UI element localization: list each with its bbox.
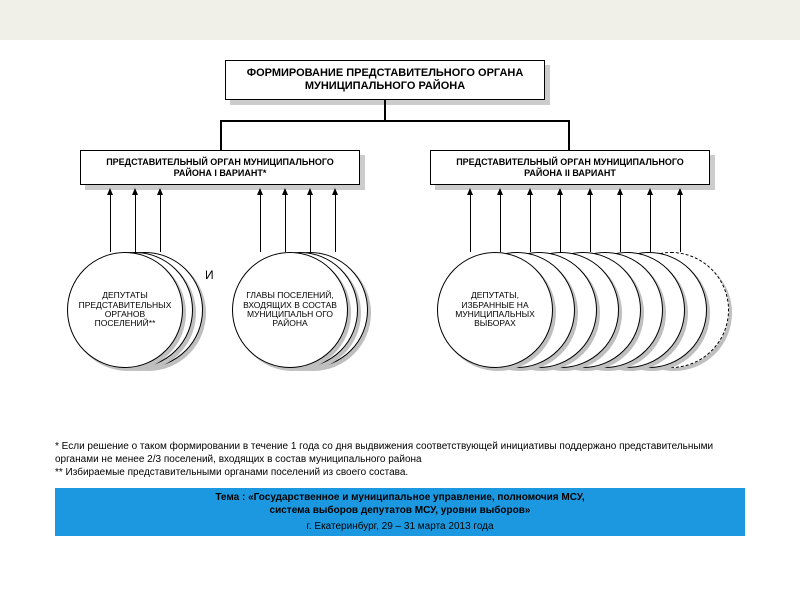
arrow-head: [157, 188, 163, 195]
arrow-head: [282, 188, 288, 195]
v2-label: ПРЕДСТАВИТЕЛЬНЫЙ ОРГАН МУНИЦИПАЛЬНОГО РА…: [437, 157, 703, 179]
arrow-head: [677, 188, 683, 195]
footer-bar: Тема : «Государственное и муниципальное …: [55, 488, 745, 536]
arrow-line: [650, 195, 651, 252]
arrow-head: [467, 188, 473, 195]
circle: ДЕПУТАТЫ ПРЕДСТАВИТЕЛЬНЫХ ОРГАНОВ ПОСЕЛЕ…: [67, 252, 183, 368]
circle-label: ДЕПУТАТЫ, ИЗБРАННЫЕ НА МУНИЦИПАЛЬНЫХ ВЫБ…: [444, 291, 546, 328]
arrow-head: [647, 188, 653, 195]
arrow-head: [257, 188, 263, 195]
arrow-head: [107, 188, 113, 195]
arrow-head: [332, 188, 338, 195]
line-to-v1: [220, 120, 222, 150]
root-label: ФОРМИРОВАНИЕ ПРЕДСТАВИТЕЛЬНОГО ОРГАНА МУ…: [232, 67, 538, 93]
arrow-head: [307, 188, 313, 195]
arrow-head: [557, 188, 563, 195]
arrow-line: [160, 195, 161, 252]
arrow-head: [587, 188, 593, 195]
and-text: И: [205, 268, 214, 282]
arrow-line: [135, 195, 136, 252]
line-root-down: [384, 100, 386, 120]
footnote-2: ** Избираемые представительными органами…: [55, 466, 755, 479]
arrow-line: [335, 195, 336, 252]
and-label: И: [205, 268, 214, 282]
circle: ГЛАВЫ ПОСЕЛЕНИЙ, ВХОДЯЩИХ В СОСТАВ МУНИЦ…: [232, 252, 348, 368]
arrow-line: [590, 195, 591, 252]
arrow-line: [470, 195, 471, 252]
v2-box: ПРЕДСТАВИТЕЛЬНЫЙ ОРГАН МУНИЦИПАЛЬНОГО РА…: [430, 150, 710, 185]
footnote-1: * Если решение о таком формировании в те…: [55, 440, 755, 466]
line-horizontal: [220, 120, 570, 122]
top-band: [0, 0, 800, 40]
circle: ДЕПУТАТЫ, ИЗБРАННЫЕ НА МУНИЦИПАЛЬНЫХ ВЫБ…: [437, 252, 553, 368]
arrow-line: [310, 195, 311, 252]
arrow-line: [500, 195, 501, 252]
arrow-line: [285, 195, 286, 252]
v1-label: ПРЕДСТАВИТЕЛЬНЫЙ ОРГАН МУНИЦИПАЛЬНОГО РА…: [87, 157, 353, 179]
footer-line2: система выборов депутатов МСУ, уровни вы…: [55, 504, 745, 517]
arrow-head: [497, 188, 503, 195]
arrow-line: [260, 195, 261, 252]
arrow-line: [530, 195, 531, 252]
circle-label: ДЕПУТАТЫ ПРЕДСТАВИТЕЛЬНЫХ ОРГАНОВ ПОСЕЛЕ…: [74, 291, 176, 328]
arrow-line: [680, 195, 681, 252]
arrow-head: [617, 188, 623, 195]
arrow-head: [527, 188, 533, 195]
arrow-line: [110, 195, 111, 252]
arrow-head: [132, 188, 138, 195]
footer-line3: г. Екатеринбург, 29 – 31 марта 2013 года: [55, 520, 745, 533]
footer-line1: Тема : «Государственное и муниципальное …: [55, 491, 745, 504]
footnotes: * Если решение о таком формировании в те…: [55, 440, 755, 479]
arrow-line: [620, 195, 621, 252]
arrow-line: [560, 195, 561, 252]
v1-box: ПРЕДСТАВИТЕЛЬНЫЙ ОРГАН МУНИЦИПАЛЬНОГО РА…: [80, 150, 360, 185]
line-to-v2: [568, 120, 570, 150]
root-box: ФОРМИРОВАНИЕ ПРЕДСТАВИТЕЛЬНОГО ОРГАНА МУ…: [225, 60, 545, 100]
circle-label: ГЛАВЫ ПОСЕЛЕНИЙ, ВХОДЯЩИХ В СОСТАВ МУНИЦ…: [239, 291, 341, 328]
